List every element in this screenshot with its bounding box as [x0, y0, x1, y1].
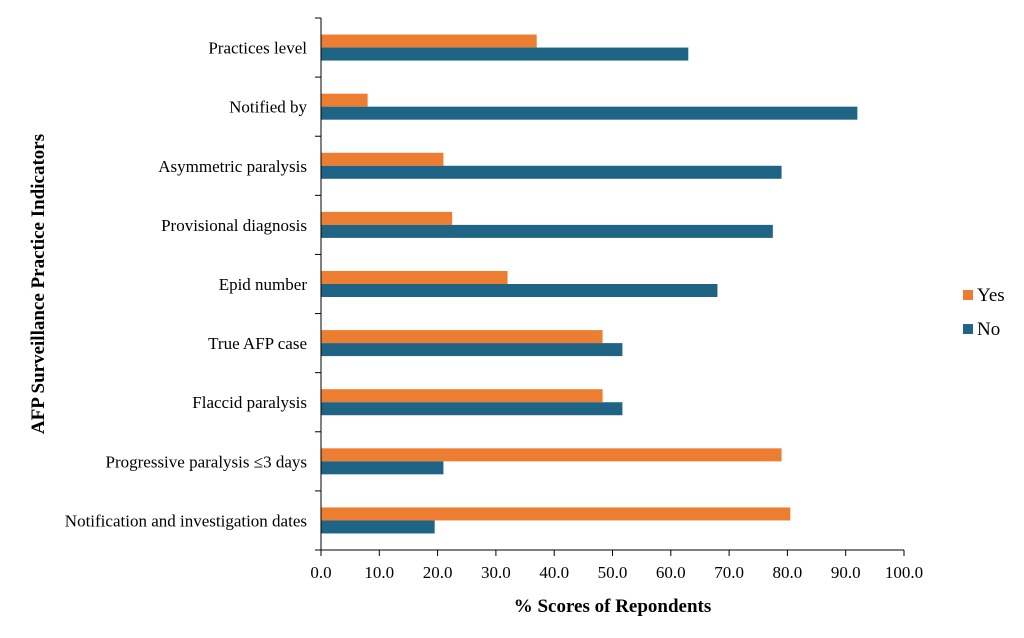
bar-yes — [321, 448, 782, 462]
bar-no — [321, 47, 689, 61]
x-tick-label: 10.0 — [364, 563, 394, 582]
category-label: True AFP case — [208, 334, 307, 353]
x-tick-label: 70.0 — [714, 563, 744, 582]
bar-yes — [321, 330, 603, 344]
x-tick-label: 20.0 — [423, 563, 453, 582]
category-label: Notified by — [229, 98, 307, 117]
bar-no — [321, 284, 718, 297]
bar-yes — [321, 152, 444, 166]
bar-yes — [321, 389, 603, 403]
x-tick-label: 0.0 — [310, 563, 331, 582]
x-tick-label: 100.0 — [885, 563, 923, 582]
legend: Yes No — [963, 285, 1005, 340]
bar-no — [321, 106, 858, 120]
bar-yes — [321, 211, 453, 225]
category-label: Asymmetric paralysis — [158, 157, 307, 176]
legend-swatch-yes — [963, 290, 973, 300]
category-label: Epid number — [219, 275, 308, 294]
bar-no — [321, 224, 773, 238]
y-axis-title: AFP Surveillance Practice Indicators — [28, 134, 49, 434]
category-label: Flaccid paralysis — [192, 393, 307, 412]
legend-label-no: No — [977, 319, 1000, 340]
x-tick-label: 90.0 — [831, 563, 861, 582]
x-tick-label: 40.0 — [539, 563, 569, 582]
bar-no — [321, 520, 435, 534]
legend-swatch-no — [963, 324, 973, 334]
x-tick-label: 30.0 — [481, 563, 511, 582]
bars-group — [321, 34, 858, 534]
bar-yes — [321, 507, 791, 521]
category-label: Progressive paralysis ≤3 days — [106, 452, 308, 471]
category-label: Practices level — [208, 39, 307, 58]
category-label: Notification and investigation dates — [65, 511, 307, 530]
bar-yes — [321, 271, 508, 284]
bar-yes — [321, 93, 368, 107]
category-label: Provisional diagnosis — [161, 216, 307, 235]
bar-no — [321, 402, 623, 416]
bar-no — [321, 461, 444, 475]
bar-no — [321, 165, 782, 179]
x-tick-label: 50.0 — [598, 563, 628, 582]
bar-yes — [321, 34, 537, 48]
x-tick-label: 60.0 — [656, 563, 686, 582]
bar-no — [321, 343, 623, 357]
category-labels: Practices level Notified by Asymmetric par… — [65, 17, 321, 551]
legend-label-yes: Yes — [977, 285, 1005, 306]
x-axis-ticks: 0.0 10.0 20.0 30.0 40.0 50.0 60.0 70.0 80.0 90.0 1… — [310, 550, 923, 582]
x-axis-title: % Scores of Repondents — [514, 596, 712, 617]
x-tick-label: 80.0 — [773, 563, 803, 582]
